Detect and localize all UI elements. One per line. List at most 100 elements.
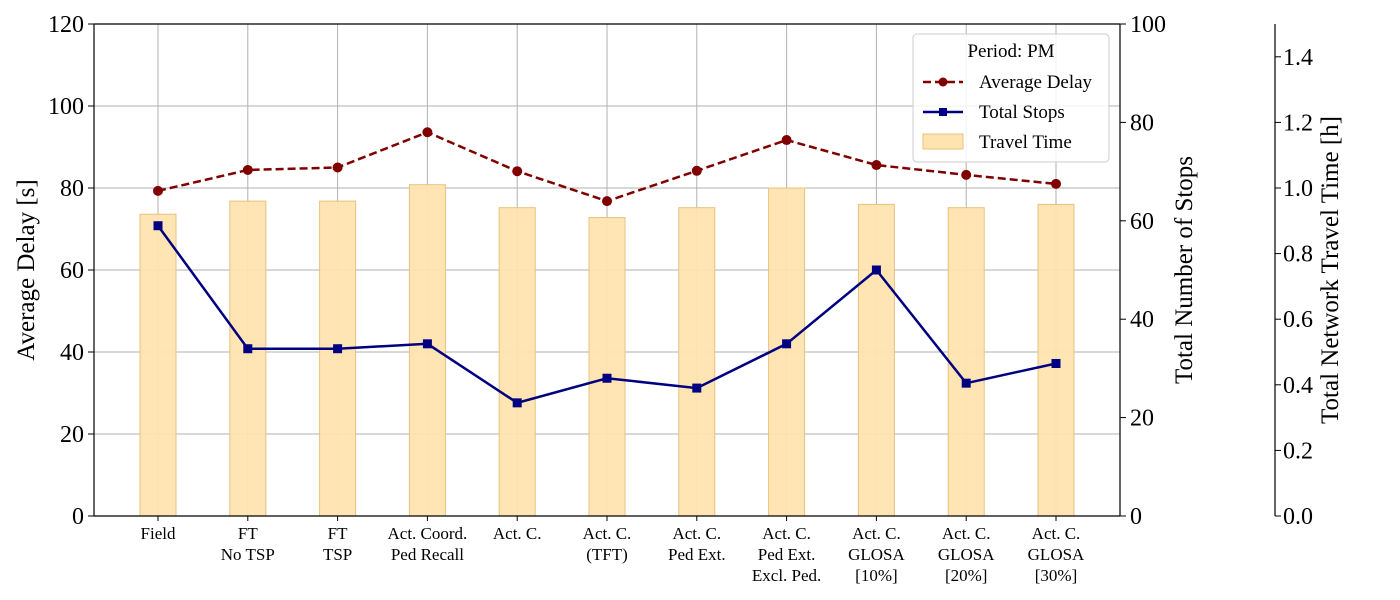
x-tick-label-8: Act. C. GLOSA [10%] [848, 524, 905, 585]
x-tick-label-9: Act. C. GLOSA [20%] [938, 524, 995, 585]
average-delay-point-6 [691, 165, 702, 176]
travel-time-bar-5 [588, 217, 626, 517]
travel-time-bars [139, 184, 1075, 517]
right-tick-label-2: 40 [1130, 307, 1154, 333]
total-stops-point-4 [512, 398, 522, 408]
legend-frame [912, 33, 1110, 163]
x-tick-label-line: Act. C. [493, 524, 542, 543]
axes: 0 20 40 60 80 100 120 0 20 40 60 80 100 0.0 0.2 0.4 0.6 0… [48, 12, 1313, 585]
right-tick-label-3: 60 [1130, 209, 1154, 235]
x-tick-label-line: GLOSA [938, 545, 995, 564]
x-tick-label-line: FT [328, 524, 348, 543]
x-tick-label-line: Act. C. [1032, 524, 1081, 543]
total-stops-point-2 [333, 344, 343, 354]
far-right-tick-label-6: 1.2 [1283, 110, 1313, 136]
x-tick-label-line: GLOSA [848, 545, 905, 564]
left-tick-label-4: 80 [60, 176, 84, 202]
average-delay-point-3 [422, 127, 433, 138]
travel-time-bar-8 [857, 203, 895, 517]
x-tick-label-10: Act. C. GLOSA [30%] [1028, 524, 1085, 585]
legend: Period: PM Average Delay Total Stops Tra… [912, 33, 1110, 163]
x-tick-label-4: Act. C. [493, 524, 542, 543]
total-stops-point-5 [602, 373, 612, 383]
left-tick-label-6: 120 [48, 12, 84, 38]
travel-time-bar-6 [678, 207, 716, 517]
legend-title: Period: PM [967, 41, 1054, 62]
x-tick-label-line: Act. C. [672, 524, 721, 543]
x-tick-label-line: [10%] [855, 566, 897, 585]
far-right-tick-label-5: 1.0 [1283, 176, 1313, 202]
series-lines [153, 127, 1061, 408]
average-delay-point-2 [332, 162, 343, 173]
legend-total-stops-label: Total Stops [979, 102, 1065, 123]
far-right-tick-label-1: 0.2 [1283, 438, 1313, 464]
x-tick-label-3: Act. Coord. Ped Recall [388, 524, 468, 564]
x-tick-label-line: GLOSA [1028, 545, 1085, 564]
total-stops-point-10 [1051, 358, 1061, 368]
x-tick-label-7: Act. C. Ped Ext. Excl. Ped. [752, 524, 821, 585]
legend-average-delay-marker [938, 77, 948, 87]
total-stops-point-9 [961, 378, 971, 388]
legend-travel-time-swatch [922, 133, 964, 150]
average-delay-point-10 [1051, 178, 1061, 189]
x-tick-label-1: FT No TSP [221, 524, 275, 564]
x-tick-label-line: Ped Ext. [668, 545, 726, 564]
travel-time-bar-2 [319, 200, 357, 517]
travel-time-bar-7 [768, 187, 806, 517]
left-tick-label-0: 0 [72, 504, 84, 530]
x-tick-label-line: Ped Recall [391, 545, 464, 564]
x-tick-label-0: Field [141, 524, 176, 543]
left-axis-title: Average Delay [s] [13, 179, 40, 360]
x-tick-label-line: Ped Ext. [758, 545, 816, 564]
left-tick-label-5: 100 [48, 94, 84, 120]
x-tick-label-6: Act. C. Ped Ext. [668, 524, 726, 564]
left-tick-label-2: 40 [60, 340, 84, 366]
x-tick-label-line: (TFT) [586, 545, 628, 564]
average-delay-point-7 [781, 135, 792, 146]
x-tick-label-line: [30%] [1035, 566, 1077, 585]
total-stops-point-1 [243, 344, 253, 354]
far-right-tick-label-7: 1.4 [1283, 45, 1313, 71]
travel-time-bar-0 [139, 213, 177, 517]
x-tick-label-line: Act. Coord. [388, 524, 468, 543]
far-right-tick-label-3: 0.6 [1283, 307, 1313, 333]
x-tick-label-line: No TSP [221, 545, 275, 564]
average-delay-point-9 [961, 169, 972, 180]
right-axis-title: Total Number of Stops [1171, 156, 1198, 384]
x-tick-label-line: Act. C. [583, 524, 632, 543]
total-stops-point-8 [871, 265, 881, 275]
x-tick-label-line: Excl. Ped. [752, 566, 821, 585]
far-right-tick-label-4: 0.8 [1283, 242, 1313, 268]
far-right-tick-label-0: 0.0 [1283, 504, 1313, 530]
far-right-tick-label-2: 0.4 [1283, 373, 1313, 399]
travel-time-bar-9 [947, 207, 985, 517]
average-delay-point-1 [242, 164, 253, 175]
average-delay-point-5 [602, 196, 612, 207]
total-stops-point-0 [153, 221, 163, 231]
x-tick-label-2: FT TSP [323, 524, 352, 564]
total-stops-point-3 [422, 339, 432, 349]
travel-time-bar-4 [498, 207, 536, 517]
legend-total-stops-marker [939, 108, 947, 116]
right-tick-label-1: 20 [1130, 406, 1154, 432]
average-delay-point-8 [871, 160, 882, 171]
travel-time-bar-3 [408, 184, 446, 517]
far-right-axis-title: Total Network Travel Time [h] [1317, 116, 1344, 424]
total-stops-point-6 [692, 383, 702, 393]
legend-travel-time-label: Travel Time [979, 132, 1072, 153]
left-tick-label-3: 60 [60, 258, 84, 284]
x-tick-label-line: Act. C. [942, 524, 991, 543]
x-tick-label-line: TSP [323, 545, 352, 564]
x-tick-label-line: Field [141, 524, 176, 543]
x-tick-label-line: [20%] [945, 566, 987, 585]
x-tick-label-line: FT [238, 524, 258, 543]
right-tick-label-4: 80 [1130, 110, 1154, 136]
left-tick-label-1: 20 [60, 422, 84, 448]
x-tick-label-5: Act. C. (TFT) [583, 524, 632, 564]
average-delay-point-0 [153, 185, 163, 196]
legend-average-delay-label: Average Delay [979, 72, 1093, 93]
right-tick-label-5: 100 [1130, 12, 1166, 38]
total-stops-point-7 [782, 339, 792, 349]
x-tick-label-line: Act. C. [762, 524, 811, 543]
